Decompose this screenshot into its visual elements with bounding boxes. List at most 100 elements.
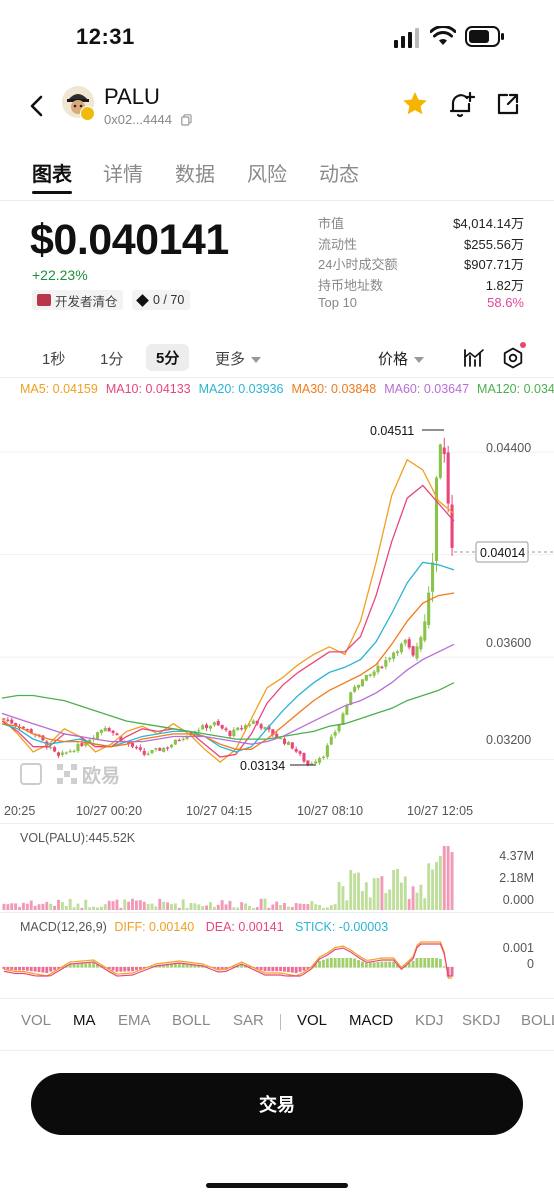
macd-stick-bar [131,967,134,972]
volume-bar [189,902,193,910]
volume-bar [380,876,384,910]
tab-details[interactable]: 详情 [103,164,143,186]
macd-stick-bar [119,967,123,972]
macd-legend: MACD(12,26,9) DIFF: 0.00140 DEA: 0.00141… [20,920,388,934]
volume-bar [76,903,80,910]
stat-row: 市值 $4,014.14万 [318,213,524,234]
interval-more[interactable]: 更多 [215,348,262,369]
macd-stick-bar [341,958,345,968]
candle-body [72,750,76,753]
volume-bar [329,905,333,910]
tab-activity[interactable]: 动态 [319,164,359,186]
macd-stick-bar [376,962,380,968]
indicator-tabs: VOL MA EMA BOLL SAR VOL MACD KDJ SKDJ BO… [0,1009,554,1033]
candle-body [127,741,131,745]
macd-stick-bar [37,967,41,973]
volume-bar [341,886,345,910]
price-alert-bell-icon[interactable] [448,90,476,120]
volume-bar [438,856,442,910]
candle-body [2,718,6,720]
token-address[interactable]: 0x02...4444 [104,112,172,127]
macd-stick-bar [431,958,435,968]
volume-bar [103,904,107,910]
share-icon[interactable] [496,92,520,116]
macd-stick-bar [173,963,177,968]
divider [0,377,554,378]
volume-bar [407,899,411,910]
candle-body [263,726,267,730]
code-icon [37,294,51,306]
tab-chart[interactable]: 图表 [32,164,72,186]
indicator-tab-ma[interactable]: MA [73,1012,96,1029]
candle-body [279,738,283,740]
volume-bar [177,907,181,910]
candle-body [25,729,29,731]
candle-body [302,753,306,762]
macd-stick-bar [193,964,197,968]
interval-1s[interactable]: 1秒 [42,351,66,368]
macd-stick-bar [329,958,333,968]
volume-bar [224,904,228,910]
volume-bar [84,899,88,910]
volume-bar [41,903,45,910]
fullscreen-icon[interactable] [20,763,42,785]
tab-data[interactable]: 数据 [175,164,215,186]
macd-stick-bar [197,964,201,968]
candle-body [329,736,333,745]
volume-bar [442,846,446,910]
back-icon[interactable] [28,94,46,118]
interval-5m[interactable]: 5分 [146,344,190,371]
candle-body [318,758,322,763]
high-price-label: 0.04511 [370,424,414,438]
interval-1m[interactable]: 1分 [100,351,124,368]
macd-stick-bar [368,962,372,968]
macd-stick-bar [96,964,99,968]
chart-settings-icon[interactable] [502,347,524,369]
tab-risk[interactable]: 风险 [247,164,287,186]
holder-ratio-chip[interactable]: 0 / 70 [132,290,191,310]
indicator-tab-macd[interactable]: MACD [349,1012,394,1029]
candle-body [232,729,236,737]
volume-bar [10,903,14,910]
price-type-select[interactable]: 价格 [378,348,425,369]
indicator-tab-ema[interactable]: EMA [118,1012,151,1029]
volume-bar [92,906,96,910]
candle-body [142,750,146,755]
indicator-tab-kdj[interactable]: KDJ [415,1012,444,1029]
current-price: $0.040141 [30,216,229,264]
indicator-tab-boll[interactable]: BOLL [172,1012,211,1029]
candle-body [103,727,107,732]
indicator-tab-vol[interactable]: VOL [21,1012,52,1029]
macd-stick-bar [92,962,96,968]
candle-body [49,747,53,749]
volume-bar [376,877,380,910]
indicator-tab-sub-vol[interactable]: VOL [297,1012,328,1029]
candle-body [423,621,427,641]
notification-dot [520,342,526,348]
volume-bar [306,904,310,910]
candle-body [29,729,33,734]
candle-body [138,747,142,750]
indicator-chart-icon[interactable] [463,348,485,368]
macd-stick-bar [10,967,14,970]
macd-stick-bar [25,967,29,971]
indicator-tab-skdj[interactable]: SKDJ [462,1012,501,1029]
volume-bar [72,907,76,910]
trade-button[interactable]: 交易 [31,1073,523,1135]
copy-icon[interactable] [181,114,192,126]
indicator-tab-sub-boll[interactable]: BOLL [521,1012,554,1029]
macd-dea-line [3,943,453,977]
indicator-tab-sar[interactable]: SAR [233,1012,264,1029]
dev-cleared-chip[interactable]: 开发者清仓 [32,290,123,310]
candle-body [306,760,310,765]
macd-stick-bar [360,961,364,968]
volume-bar [372,878,376,910]
favorite-star-icon[interactable] [401,90,429,118]
candle-body [419,637,423,650]
macd-stick-bar [415,958,419,968]
candle-body [411,646,415,656]
candle-body [427,592,431,626]
price-chart[interactable]: 0.04400 0.03600 0.03200 0.04511 0.03134 … [0,378,554,800]
macd-stick-bar [220,967,224,970]
volume-bar [138,900,142,910]
